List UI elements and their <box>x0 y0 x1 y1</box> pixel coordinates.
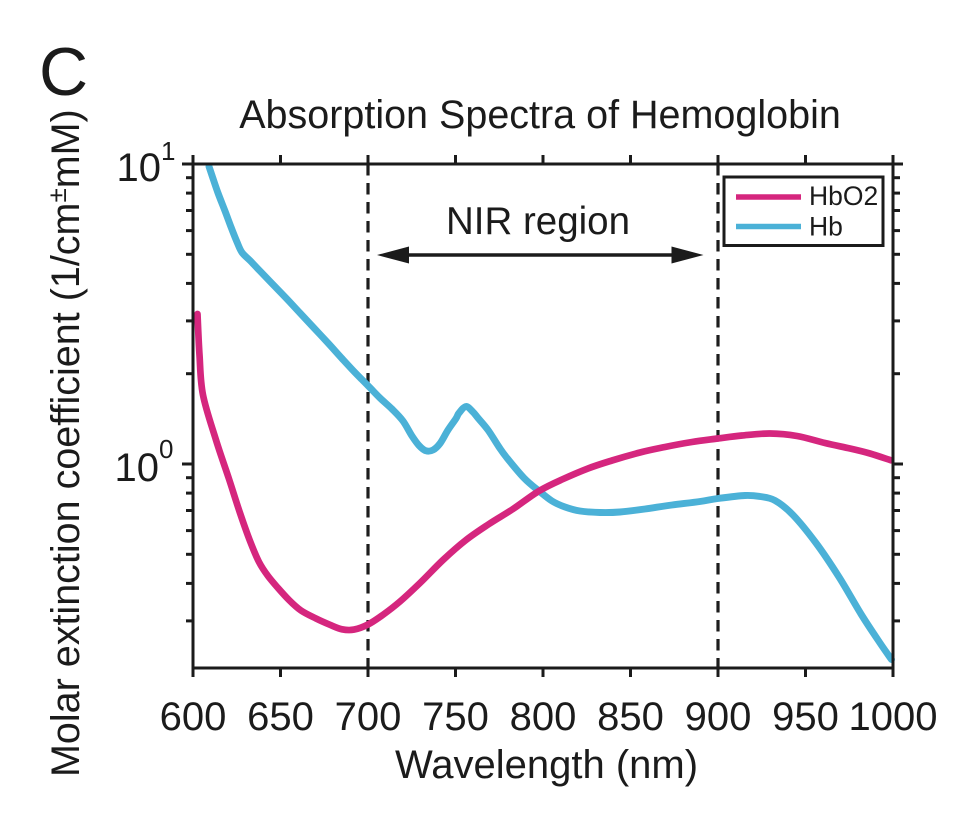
svg-text:Wavelength (nm): Wavelength (nm) <box>395 743 698 787</box>
svg-text:650: 650 <box>247 695 314 739</box>
svg-text:1000: 1000 <box>849 695 938 739</box>
svg-text:850: 850 <box>597 695 664 739</box>
svg-text:NIR region: NIR region <box>446 200 630 243</box>
svg-text:C: C <box>39 34 88 110</box>
svg-text:700: 700 <box>335 695 402 739</box>
svg-text:0: 0 <box>159 434 173 464</box>
svg-text:Hb: Hb <box>809 212 843 242</box>
svg-text:10: 10 <box>115 446 160 490</box>
svg-text:950: 950 <box>772 695 839 739</box>
svg-text:Molar extinction coefficient (: Molar extinction coefficient (1/cm±mM) <box>42 109 88 777</box>
svg-text:900: 900 <box>685 695 752 739</box>
svg-text:800: 800 <box>510 695 577 739</box>
svg-text:10: 10 <box>117 146 162 190</box>
svg-text:1: 1 <box>161 136 175 166</box>
svg-text:Absorption Spectra of Hemoglob: Absorption Spectra of Hemoglobin <box>239 93 841 137</box>
svg-text:750: 750 <box>422 695 489 739</box>
svg-text:HbO2: HbO2 <box>809 181 878 211</box>
svg-text:600: 600 <box>160 695 227 739</box>
